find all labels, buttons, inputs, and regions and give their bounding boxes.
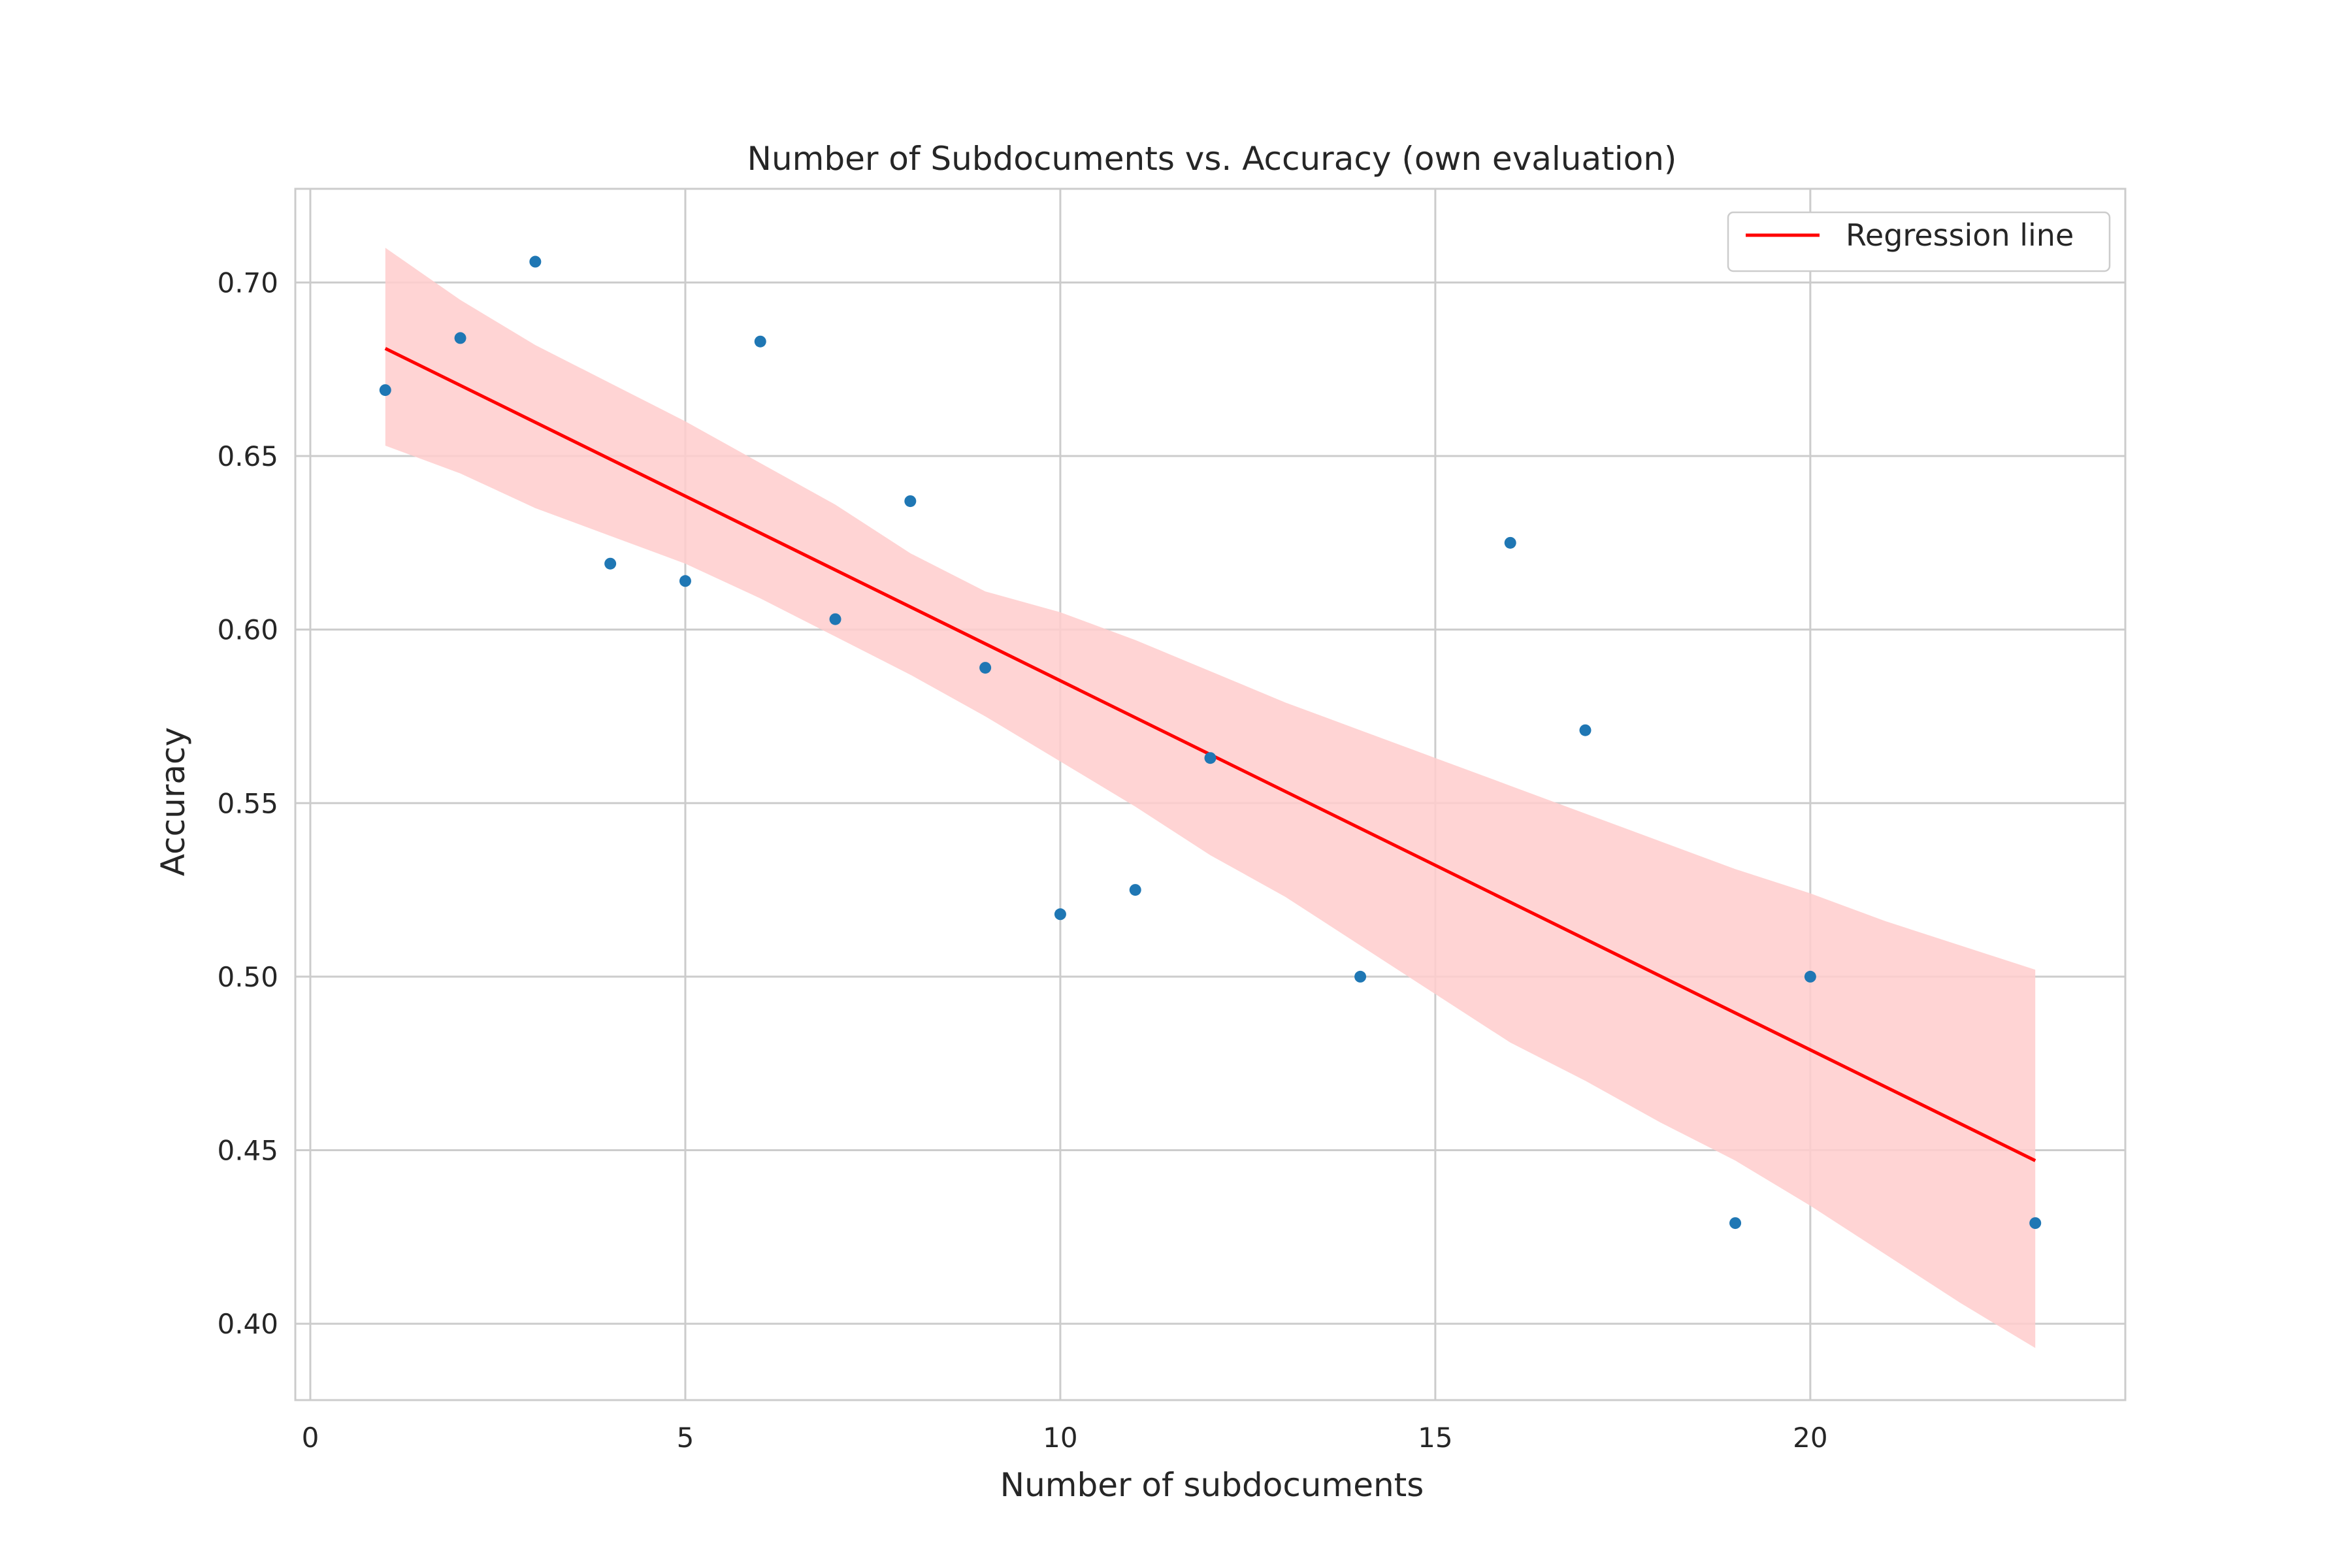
data-point [2029,1217,2042,1230]
y-tick-label: 0.70 [217,267,278,299]
data-point [1204,752,1217,764]
x-tick-label: 0 [302,1422,319,1454]
confidence-band [385,248,2036,1348]
y-tick-label: 0.60 [217,614,278,646]
x-tick-labels: 0 5 10 15 20 [302,1422,1828,1454]
data-point [1354,970,1367,983]
data-point [454,332,466,344]
legend-label-regression: Regression line [1846,218,2074,253]
y-axis-label: Accuracy [154,727,192,876]
x-tick-label: 10 [1043,1422,1077,1454]
x-axis-label: Number of subdocuments [1000,1466,1424,1504]
data-point [679,575,691,587]
legend: Regression line [1727,211,2111,272]
y-tick-label: 0.50 [217,961,278,993]
data-point [1504,536,1516,549]
x-tick-label: 15 [1418,1422,1452,1454]
data-point [979,662,992,674]
data-point [754,335,766,348]
x-tick-label: 5 [677,1422,694,1454]
data-point [379,384,391,397]
y-tick-label: 0.55 [217,787,278,819]
data-point [1579,724,1592,736]
data-point [829,613,841,625]
y-tick-label: 0.45 [217,1135,278,1167]
y-tick-label: 0.40 [217,1308,278,1340]
data-point [529,255,542,268]
legend-box [1727,211,2111,272]
x-tick-label: 20 [1793,1422,1827,1454]
y-tick-labels: 0.40 0.45 0.50 0.55 0.60 0.65 0.70 [217,267,278,1340]
data-point [1804,970,1816,983]
chart-title: Number of Subdocuments vs. Accuracy (own… [747,140,1677,178]
y-tick-label: 0.65 [217,440,278,472]
data-point [604,557,617,570]
plot-frame [294,188,2127,1401]
data-points [379,255,2042,1230]
data-point [1729,1217,1742,1230]
data-point [1129,884,1141,896]
data-point [1054,908,1066,921]
data-point [904,495,917,508]
